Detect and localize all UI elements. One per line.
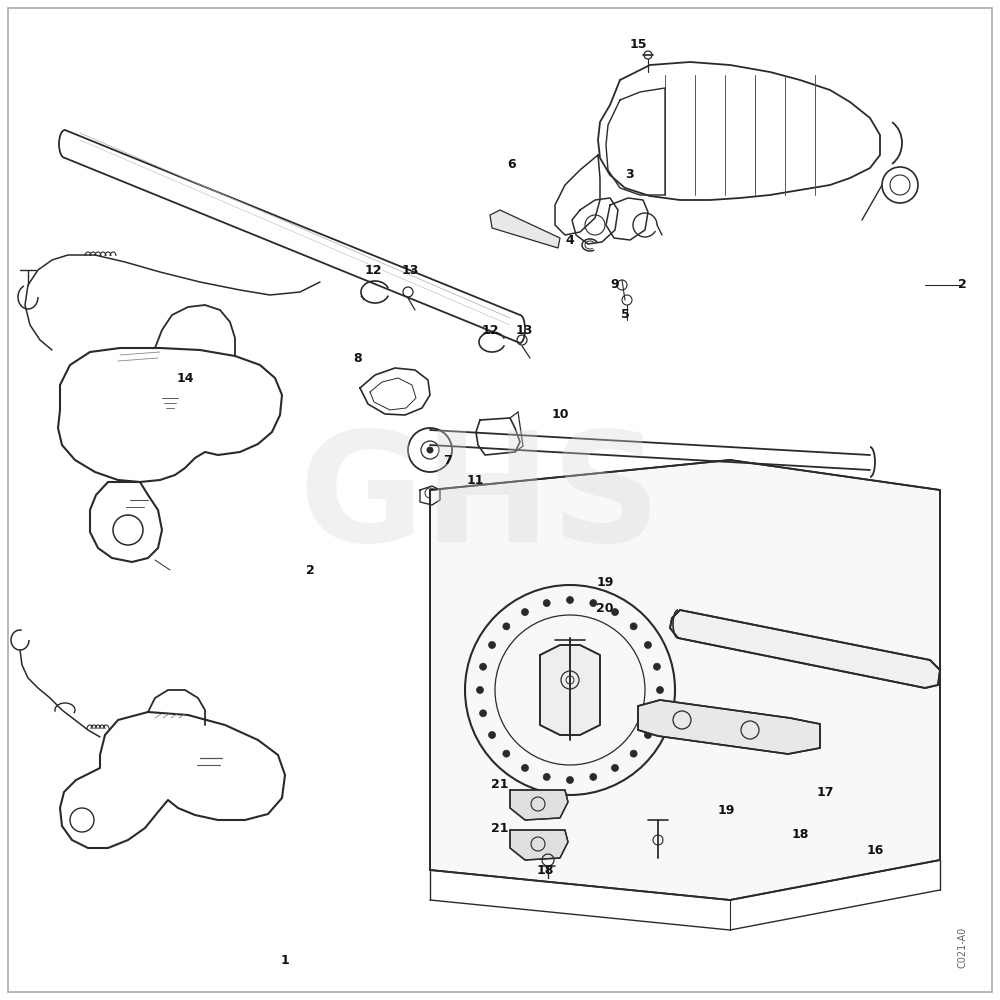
Circle shape (630, 750, 637, 757)
Circle shape (630, 623, 637, 630)
Text: 18: 18 (536, 863, 554, 876)
Text: 8: 8 (354, 352, 362, 364)
Text: 9: 9 (611, 278, 619, 292)
Circle shape (503, 623, 510, 630)
Circle shape (489, 642, 496, 648)
Circle shape (543, 600, 550, 607)
Circle shape (480, 663, 487, 670)
Text: 2: 2 (306, 564, 314, 576)
Circle shape (489, 732, 496, 738)
Text: 12: 12 (364, 263, 382, 276)
Text: 13: 13 (401, 263, 419, 276)
Polygon shape (540, 645, 600, 735)
Text: 18: 18 (791, 828, 809, 842)
Circle shape (543, 773, 550, 780)
Circle shape (656, 686, 664, 694)
Circle shape (566, 776, 574, 784)
Circle shape (503, 750, 510, 757)
Circle shape (653, 710, 660, 717)
Circle shape (590, 600, 597, 607)
Text: 3: 3 (626, 168, 634, 182)
Text: 19: 19 (717, 804, 735, 816)
Text: 17: 17 (816, 786, 834, 800)
Text: 10: 10 (551, 408, 569, 422)
Circle shape (477, 686, 484, 694)
Polygon shape (430, 460, 940, 900)
Text: 7: 7 (444, 454, 452, 466)
Circle shape (427, 447, 433, 453)
Text: 19: 19 (596, 576, 614, 588)
Polygon shape (510, 830, 568, 860)
Text: 4: 4 (566, 233, 574, 246)
Circle shape (522, 764, 528, 771)
Text: C021-A0: C021-A0 (958, 927, 968, 968)
Circle shape (653, 663, 660, 670)
Circle shape (612, 609, 618, 616)
Text: 1: 1 (281, 954, 289, 966)
Polygon shape (638, 700, 820, 754)
Text: 15: 15 (629, 38, 647, 51)
Text: 21: 21 (491, 778, 509, 792)
Circle shape (590, 773, 597, 780)
Text: 11: 11 (466, 474, 484, 487)
Text: 13: 13 (515, 324, 533, 336)
Text: 6: 6 (508, 158, 516, 172)
Text: 20: 20 (596, 601, 614, 614)
Text: GHS: GHS (298, 426, 662, 574)
Text: 16: 16 (866, 844, 884, 856)
Text: 21: 21 (491, 822, 509, 834)
Polygon shape (670, 610, 940, 688)
Circle shape (644, 642, 651, 648)
Text: 14: 14 (176, 371, 194, 384)
Polygon shape (510, 790, 568, 820)
Circle shape (644, 732, 651, 738)
Text: 5: 5 (621, 308, 629, 322)
Polygon shape (490, 210, 560, 248)
Circle shape (522, 609, 528, 616)
Circle shape (480, 710, 487, 717)
Circle shape (612, 764, 618, 771)
Circle shape (566, 596, 574, 603)
Text: 12: 12 (481, 324, 499, 336)
Text: 2: 2 (958, 278, 966, 292)
